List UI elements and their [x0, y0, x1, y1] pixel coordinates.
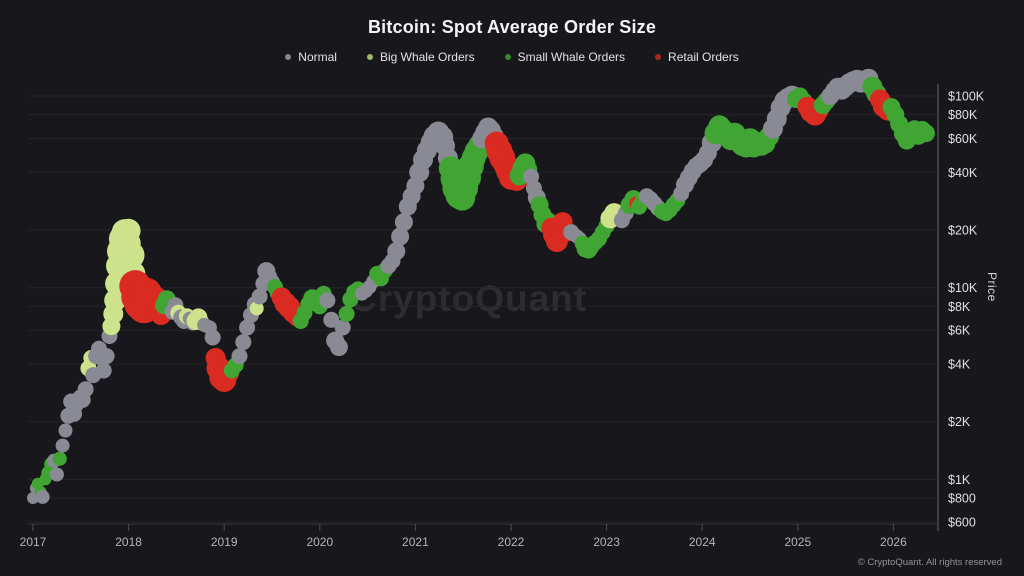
x-tick-label: 2022: [498, 535, 525, 549]
legend-label-retail: Retail Orders: [668, 50, 739, 64]
data-point: [391, 227, 410, 246]
data-point: [98, 348, 115, 365]
data-point: [58, 423, 73, 438]
data-point: [323, 311, 340, 328]
x-tick-label: 2020: [306, 535, 333, 549]
data-point: [319, 292, 336, 309]
y-tick-label: $40K: [948, 166, 978, 180]
y-tick-label: $10K: [948, 281, 978, 295]
cryptoquant-watermark: CryptoQuant: [350, 278, 588, 319]
legend-item-small-whale[interactable]: Small Whale Orders: [504, 50, 626, 64]
legend-label-big-whale: Big Whale Orders: [379, 50, 475, 64]
data-point: [334, 319, 351, 336]
legend-item-normal[interactable]: Normal: [285, 50, 337, 64]
y-tick-label: $100K: [948, 90, 985, 104]
data-point: [235, 334, 252, 351]
big-whale-dot-icon: [366, 54, 373, 60]
data-point: [394, 213, 413, 232]
data-point: [249, 301, 264, 316]
copyright-footer: © CryptoQuant. All rights reserved: [857, 557, 1002, 568]
x-tick-label: 2024: [689, 535, 716, 549]
chart-legend: Normal Big Whale Orders Small Whale Orde…: [0, 50, 1024, 64]
data-point: [55, 438, 70, 453]
legend-item-retail[interactable]: Retail Orders: [655, 50, 739, 64]
x-tick-label: 2023: [593, 535, 620, 549]
y-tick-label: $800: [948, 491, 976, 505]
y-axis-title: Price: [985, 272, 999, 302]
small-whale-dot-icon: [504, 54, 511, 60]
x-tick-label: 2018: [115, 535, 142, 549]
y-tick-label: $6K: [948, 324, 971, 338]
y-tick-label: $20K: [948, 223, 978, 237]
data-point: [239, 319, 256, 336]
retail-dot-icon: [655, 54, 662, 60]
data-point: [49, 467, 64, 482]
data-point: [52, 451, 67, 466]
data-point: [204, 329, 221, 346]
x-tick-label: 2021: [402, 535, 429, 549]
legend-label-normal: Normal: [298, 50, 337, 64]
data-point: [387, 242, 406, 261]
y-tick-label: $600: [948, 515, 976, 529]
y-tick-label: $4K: [948, 357, 971, 371]
data-point: [916, 124, 935, 143]
data-point: [251, 288, 268, 305]
y-tick-label: $8K: [948, 300, 971, 314]
data-point: [77, 381, 94, 398]
data-point: [95, 362, 112, 379]
legend-label-small-whale: Small Whale Orders: [517, 50, 626, 64]
y-tick-label: $1K: [948, 473, 971, 487]
x-tick-label: 2025: [784, 535, 811, 549]
page-title: Bitcoin: Spot Average Order Size: [367, 17, 657, 37]
data-point: [338, 305, 355, 322]
data-point: [329, 338, 348, 357]
y-tick-label: $60K: [948, 132, 978, 146]
x-tick-label: 2017: [20, 535, 47, 549]
data-point: [116, 218, 141, 243]
y-tick-label: $2K: [948, 415, 971, 429]
normal-dot-icon: [285, 54, 292, 60]
x-tick-label: 2019: [211, 535, 238, 549]
y-tick-label: $80K: [948, 108, 978, 122]
data-point: [231, 348, 248, 365]
legend-item-big-whale[interactable]: Big Whale Orders: [366, 50, 475, 64]
x-tick-label: 2026: [880, 535, 907, 549]
data-point: [35, 489, 50, 504]
